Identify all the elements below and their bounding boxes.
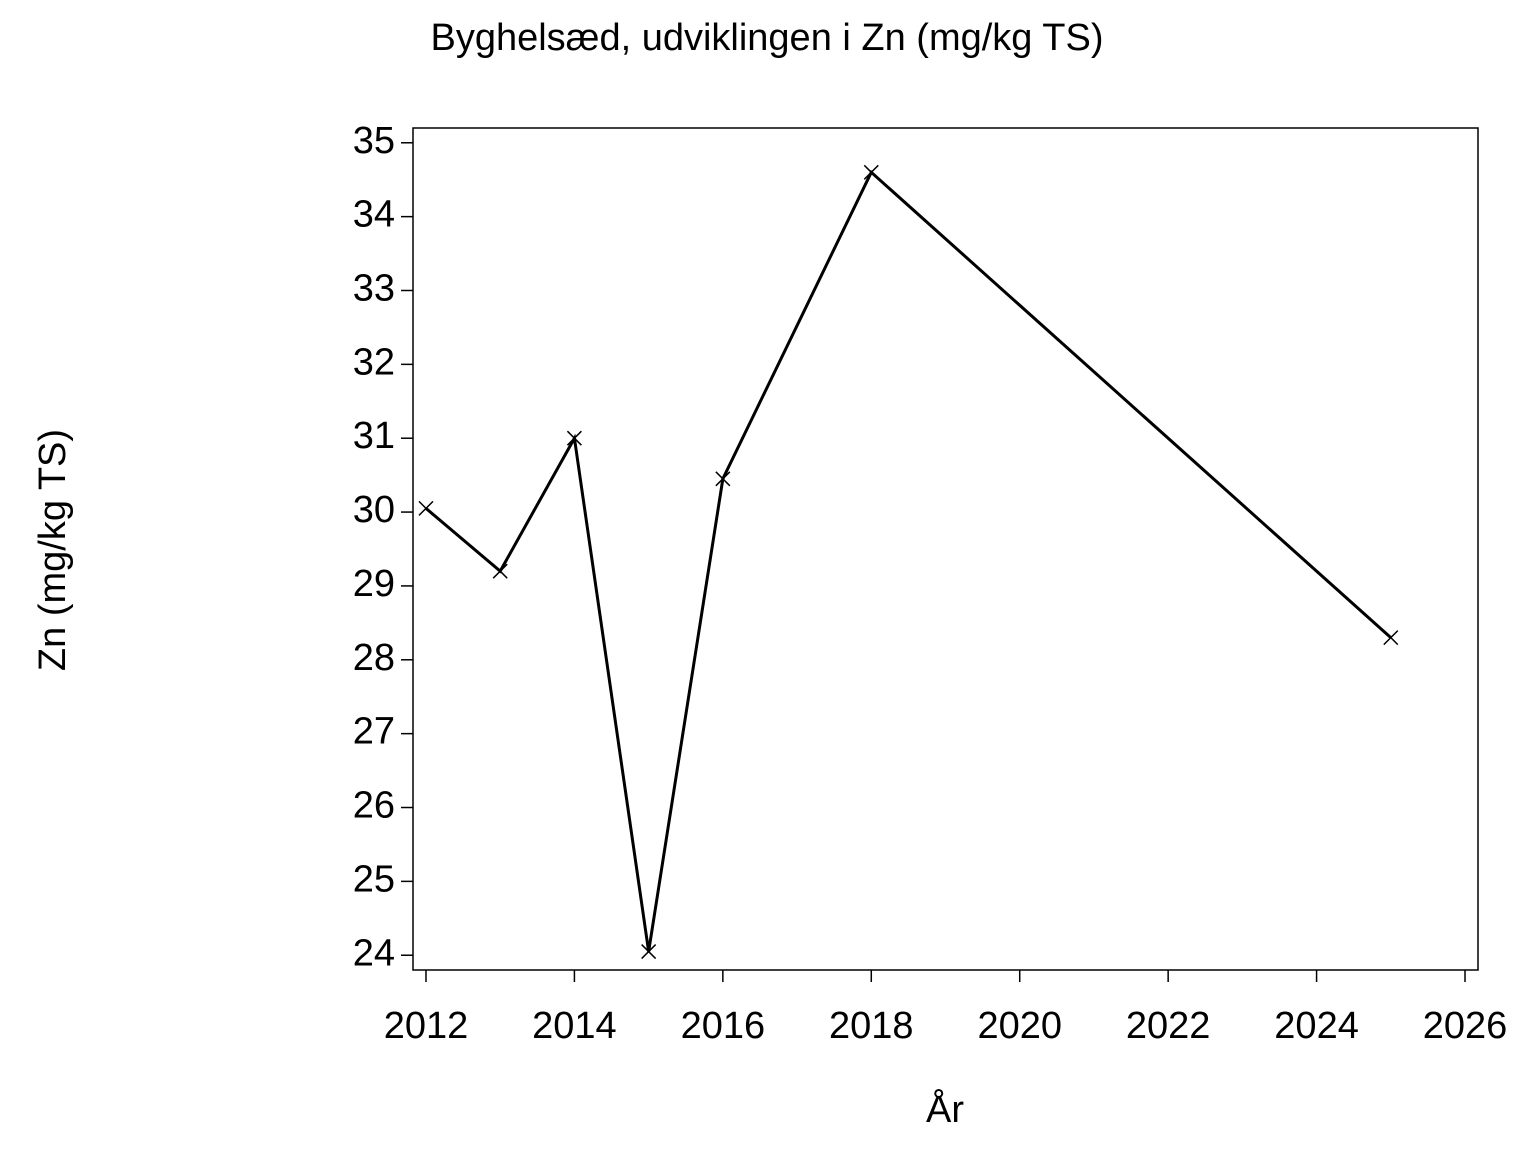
point-marker	[418, 500, 434, 516]
x-tick-label: 2012	[384, 1005, 469, 1047]
y-tick-label: 24	[353, 932, 395, 974]
y-tick-label: 27	[353, 711, 395, 753]
y-tick-label: 30	[353, 489, 395, 531]
chart-title: Byghelsæd, udviklingen i Zn (mg/kg TS)	[430, 17, 1103, 59]
y-tick-label: 32	[353, 341, 395, 383]
x-tick-label: 2016	[681, 1005, 766, 1047]
point-marker	[641, 944, 657, 960]
x-tick-label: 2014	[532, 1005, 617, 1047]
x-tick-label: 2020	[977, 1005, 1062, 1047]
plot-frame	[412, 127, 1479, 971]
y-tick-label: 26	[353, 785, 395, 827]
y-tick-label: 33	[353, 268, 395, 310]
y-tick-label: 31	[353, 415, 395, 457]
point-marker	[492, 563, 508, 579]
x-tick-label: 2022	[1126, 1005, 1211, 1047]
x-tick-label: 2018	[829, 1005, 914, 1047]
point-marker	[863, 164, 879, 180]
y-axis-label: Zn (mg/kg TS)	[32, 429, 74, 671]
line	[425, 169, 1392, 952]
y-tick-label: 35	[353, 120, 395, 162]
y-tick-label: 29	[353, 563, 395, 605]
x-axis-label: År	[926, 1087, 964, 1131]
point-marker	[1383, 630, 1399, 646]
y-tick-label: 25	[353, 858, 395, 900]
point-marker	[715, 471, 731, 487]
x-tick-label: 2026	[1423, 1005, 1508, 1047]
y-tick-label: 28	[353, 637, 395, 679]
point-marker	[566, 430, 582, 446]
x-tick-label: 2024	[1274, 1005, 1359, 1047]
y-tick-label: 34	[353, 194, 395, 236]
